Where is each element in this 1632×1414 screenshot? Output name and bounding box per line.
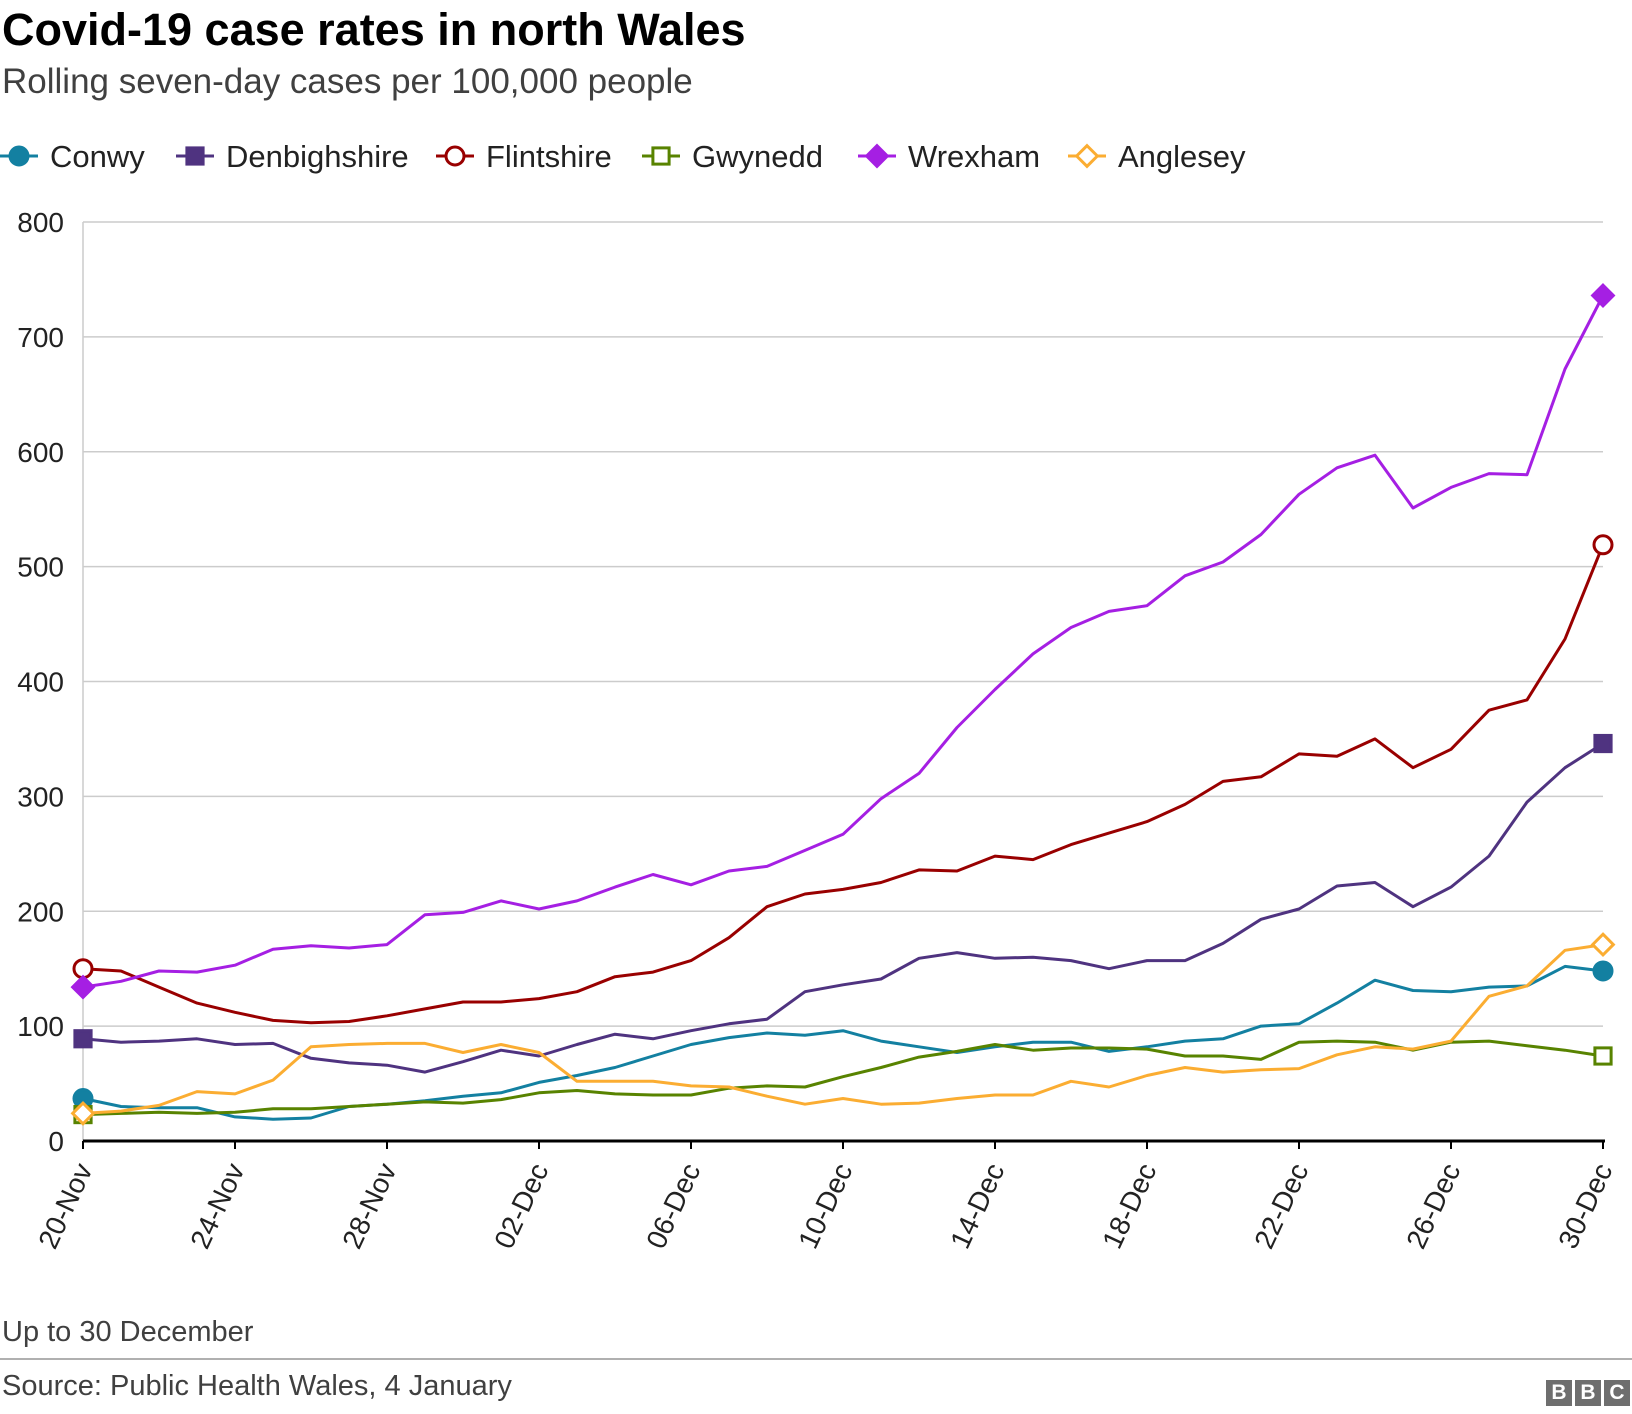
chart-subtitle: Rolling seven-day cases per 100,000 peop…: [2, 62, 693, 101]
legend-item-flintshire: Flintshire: [436, 139, 612, 174]
legend-marker-gwynedd: [651, 146, 671, 166]
x-tick-label: 26-Dec: [1400, 1158, 1466, 1253]
y-tick-label: 100: [17, 1011, 64, 1042]
legend-marker-wrexham: [864, 143, 890, 169]
series-start-marker-anglesey: [70, 1100, 96, 1126]
x-tick-label: 30-Dec: [1552, 1158, 1618, 1253]
y-tick-label: 200: [17, 896, 64, 927]
series-end-marker-anglesey: [1590, 932, 1616, 958]
legend-marker-denbighshire: [185, 146, 205, 166]
source-text: Source: Public Health Wales, 4 January: [2, 1370, 512, 1402]
y-tick-label: 0: [48, 1126, 64, 1157]
series-end-marker-gwynedd: [1593, 1046, 1613, 1066]
x-tick-label: 10-Dec: [792, 1158, 858, 1253]
x-tick-label: 22-Dec: [1248, 1158, 1314, 1253]
y-tick-label: 700: [17, 322, 64, 353]
logo-letter: B: [1575, 1380, 1601, 1406]
y-tick-label: 400: [17, 667, 64, 698]
line-chart: Conwy Denbighshire Flintshire Gwynedd Wrexha…: [0, 139, 1618, 1253]
x-tick-label: 28-Nov: [336, 1158, 402, 1253]
grid-lines: [82, 221, 1603, 1141]
legend-label: Anglesey: [1118, 139, 1246, 174]
x-tick-label: 20-Nov: [32, 1158, 98, 1253]
legend-marker-flintshire: [444, 145, 466, 167]
logo-letter: B: [1546, 1380, 1572, 1406]
series-end-markers: [70, 283, 1616, 1126]
y-tick-label: 600: [17, 437, 64, 468]
x-tick-label: 02-Dec: [488, 1158, 554, 1253]
legend-item-wrexham: Wrexham: [858, 139, 1040, 174]
series-end-marker-wrexham: [1590, 283, 1616, 308]
series-lines: [82, 294, 1605, 1121]
x-tick-label: 24-Nov: [184, 1158, 250, 1253]
series-end-marker-conwy: [1592, 960, 1614, 982]
x-tick-label: 14-Dec: [944, 1158, 1010, 1253]
y-tick-label: 800: [17, 207, 64, 238]
legend-label: Gwynedd: [692, 139, 823, 174]
legend-item-denbighshire: Denbighshire: [176, 139, 409, 174]
series-end-marker-flintshire: [1592, 534, 1614, 556]
series-end-marker-denbighshire: [1593, 733, 1613, 754]
y-axis: 0 100 200 300 400 500 600 700 800: [17, 207, 64, 1157]
legend-item-anglesey: Anglesey: [1068, 139, 1246, 174]
series-line-anglesey: [82, 943, 1604, 1115]
series-line-conwy: [82, 964, 1604, 1121]
legend-item-conwy: Conwy: [0, 139, 145, 174]
legend-item-gwynedd: Gwynedd: [642, 139, 823, 174]
series-line-wrexham: [82, 294, 1605, 989]
x-tick-label: 18-Dec: [1096, 1158, 1162, 1253]
legend-label: Conwy: [50, 139, 145, 174]
chart-legend: Conwy Denbighshire Flintshire Gwynedd Wrexha…: [0, 139, 1246, 174]
y-tick-label: 300: [17, 781, 64, 812]
legend-marker-conwy: [8, 145, 30, 167]
bbc-logo: B B C: [1546, 1380, 1630, 1406]
footnote: Up to 30 December: [2, 1316, 254, 1348]
legend-label: Denbighshire: [226, 139, 409, 174]
series-start-marker-wrexham: [70, 974, 96, 1000]
series-line-denbighshire: [82, 742, 1604, 1074]
series-line-gwynedd: [82, 1039, 1604, 1117]
legend-label: Flintshire: [486, 139, 612, 174]
series-line-flintshire: [82, 544, 1605, 1025]
legend-label: Wrexham: [908, 139, 1040, 174]
x-tick-label: 06-Dec: [640, 1158, 706, 1253]
y-tick-label: 500: [17, 552, 64, 583]
series-start-marker-denbighshire: [73, 1029, 93, 1049]
legend-marker-anglesey: [1074, 143, 1100, 169]
chart-title: Covid-19 case rates in north Wales: [2, 4, 746, 55]
x-axis: 20-Nov 24-Nov 28-Nov 02-Dec 06-Dec 10-Dec 14-D…: [32, 1139, 1618, 1253]
logo-letter: C: [1604, 1380, 1630, 1406]
footer-divider: [0, 1358, 1632, 1360]
